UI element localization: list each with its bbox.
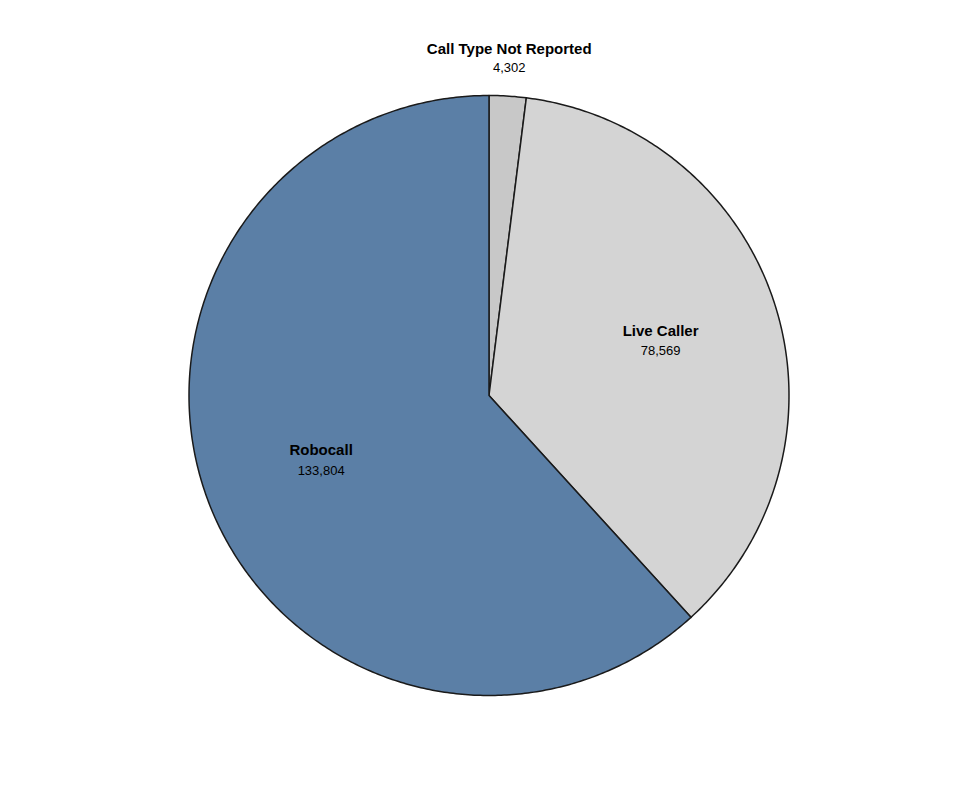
svg-text:133,804: 133,804 bbox=[298, 463, 345, 478]
svg-text:78,569: 78,569 bbox=[641, 343, 681, 358]
svg-text:4,302: 4,302 bbox=[493, 60, 526, 75]
svg-text:Live Caller: Live Caller bbox=[623, 322, 699, 339]
svg-text:Call Type Not Reported: Call Type Not Reported bbox=[427, 40, 592, 57]
svg-text:Robocall: Robocall bbox=[289, 441, 352, 458]
